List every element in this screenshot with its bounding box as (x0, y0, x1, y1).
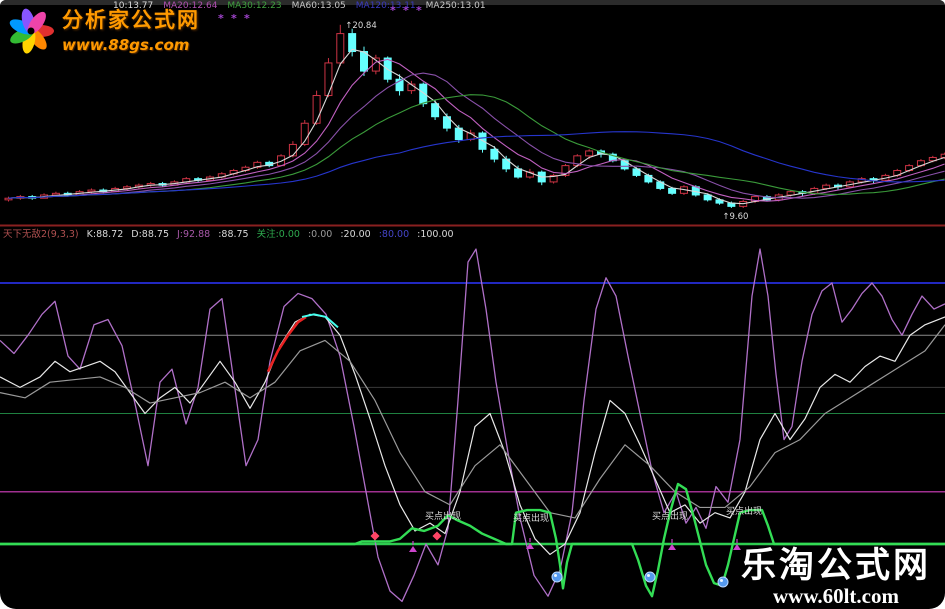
svg-text:买点出现: 买点出现 (726, 505, 762, 517)
ball-marker (551, 571, 563, 583)
triangle-marker (733, 544, 741, 550)
MA-blue (8, 131, 945, 199)
top-strip (0, 0, 945, 5)
watermark-site-url: www.60lt.com (773, 584, 899, 608)
watermark-letao-site: 乐淘公式网 www.60lt.com (741, 547, 931, 607)
ball-marker (717, 576, 729, 588)
triangle-marker (526, 543, 534, 549)
indicator-token-5: 关注:0.00 (256, 229, 300, 240)
series-K-red-segment (266, 315, 307, 373)
indicator-curves-group (0, 248, 945, 603)
svg-text:买点出现: 买点出现 (513, 512, 549, 524)
indicator-token-2: D:88.75 (131, 229, 169, 240)
diamond-marker (432, 531, 442, 541)
svg-text:*: * (218, 12, 224, 25)
indicator-token-7: :20.00 (340, 229, 371, 240)
flower-logo-icon (9, 8, 54, 54)
ma-token-3: MA60:13.05 (291, 1, 346, 11)
svg-text:*: * (390, 4, 396, 17)
indicator-hlines-group (0, 282, 945, 546)
watermark-site-url: www.88gs.com (62, 36, 190, 54)
series-buy-signal (0, 482, 945, 598)
indicator-token-9: :100.00 (417, 229, 454, 240)
star-markers-group: * * * * * * (218, 4, 422, 25)
diamond-marker (370, 531, 380, 541)
buy-labels-group: 买点出现 买点出现 买点出现 买点出现 (425, 505, 762, 524)
indicator-markers-group (370, 531, 741, 588)
ma-readout-bar: 10:13.77 MA20:12.64 MA30:12.23 MA60:13.05 MA… (113, 1, 486, 12)
indicator-token-4: :88.75 (218, 229, 249, 240)
svg-text:*: * (416, 4, 422, 17)
indicator-token-3: J:92.88 (177, 229, 211, 240)
price-annotations-group: ↑20.84 ↑9.60 (345, 21, 748, 222)
series-D (0, 324, 945, 519)
indicator-token-6: :0.00 (307, 229, 333, 240)
ma-lines-group (8, 48, 945, 205)
MA-purple (8, 72, 945, 199)
series-J (0, 248, 945, 603)
MA-green (8, 94, 945, 199)
series-K (0, 313, 945, 556)
ma-token-4: MA120:13.11 (355, 1, 416, 11)
triangle-marker (668, 544, 676, 550)
MA-white (8, 48, 945, 205)
watermark-site-name: 乐淘公式网 (740, 546, 931, 586)
ma-token-5: MA250:13.01 (425, 1, 486, 11)
svg-text:买点出现: 买点出现 (652, 510, 688, 522)
ma-token-0: 10:13.77 (113, 1, 154, 11)
indicator-token-8: :80.00 (378, 229, 410, 240)
ma-token-2: MA30:12.23 (227, 1, 282, 11)
svg-text:*: * (231, 12, 237, 25)
svg-text:*: * (403, 4, 409, 17)
indicator-token-0: 天下无敌2(9,3,3) (3, 229, 79, 240)
svg-text:↑20.84: ↑20.84 (345, 21, 376, 31)
MA-magenta (8, 58, 945, 202)
indicator-token-1: K:88.72 (86, 229, 124, 240)
ma-token-1: MA20:12.64 (163, 1, 218, 11)
svg-text:↑9.60: ↑9.60 (722, 212, 748, 222)
indicator-header: 天下无敌2(9,3,3) K:88.72 D:88.75 J:92.88 :88.75 关… (3, 228, 454, 241)
series-K-cyan-segment (301, 313, 339, 329)
svg-text:买点出现: 买点出现 (425, 510, 461, 522)
watermark-site-name: 分析家公式网 (62, 8, 200, 32)
ball-marker (644, 571, 656, 583)
svg-text:*: * (244, 12, 250, 25)
triangle-marker (409, 546, 417, 552)
watermark-analyst-site: 分析家公式网 www.88gs.com (4, 4, 200, 58)
